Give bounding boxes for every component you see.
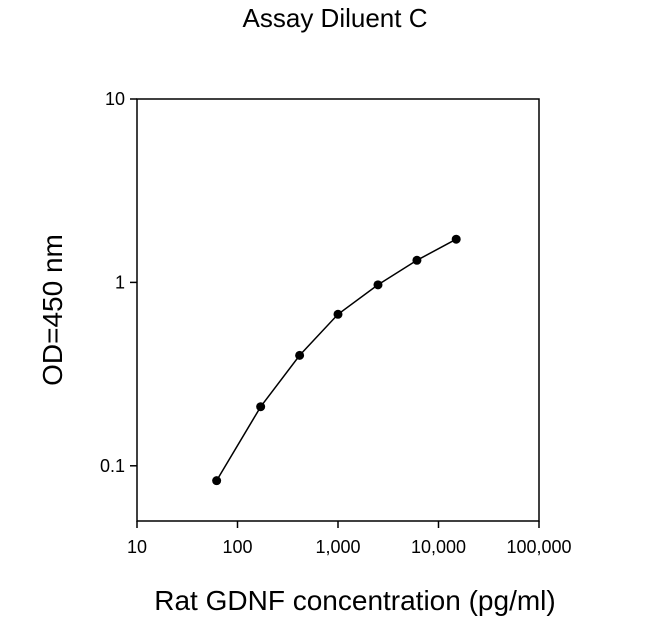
x-tick-label-3: 10,000 — [411, 537, 466, 557]
x-axis: 10 100 1,000 10,000 100,000 — [127, 521, 572, 557]
x-tick-label-4: 100,000 — [506, 537, 571, 557]
data-point-3 — [333, 309, 343, 319]
data-point-6 — [451, 234, 461, 244]
y-tick-label-2: 10 — [105, 89, 125, 109]
y-tick-label-0: 0.1 — [100, 456, 125, 476]
chart-title: Assay Diluent C — [243, 3, 428, 33]
data-point-0 — [212, 476, 222, 486]
x-tick-label-0: 10 — [127, 537, 147, 557]
data-point-4 — [373, 280, 383, 290]
y-axis: 0.1 1 10 — [100, 89, 137, 476]
data-point-1 — [256, 402, 266, 412]
data-point-2 — [295, 350, 305, 360]
y-axis-label: OD=450 nm — [37, 234, 68, 386]
x-tick-label-2: 1,000 — [315, 537, 360, 557]
data-point-5 — [412, 255, 422, 265]
series-layer — [212, 234, 461, 486]
series-line-0 — [215, 238, 457, 481]
x-axis-label: Rat GDNF concentration (pg/ml) — [154, 585, 555, 616]
y-tick-label-1: 1 — [115, 272, 125, 292]
x-tick-label-1: 100 — [222, 537, 252, 557]
